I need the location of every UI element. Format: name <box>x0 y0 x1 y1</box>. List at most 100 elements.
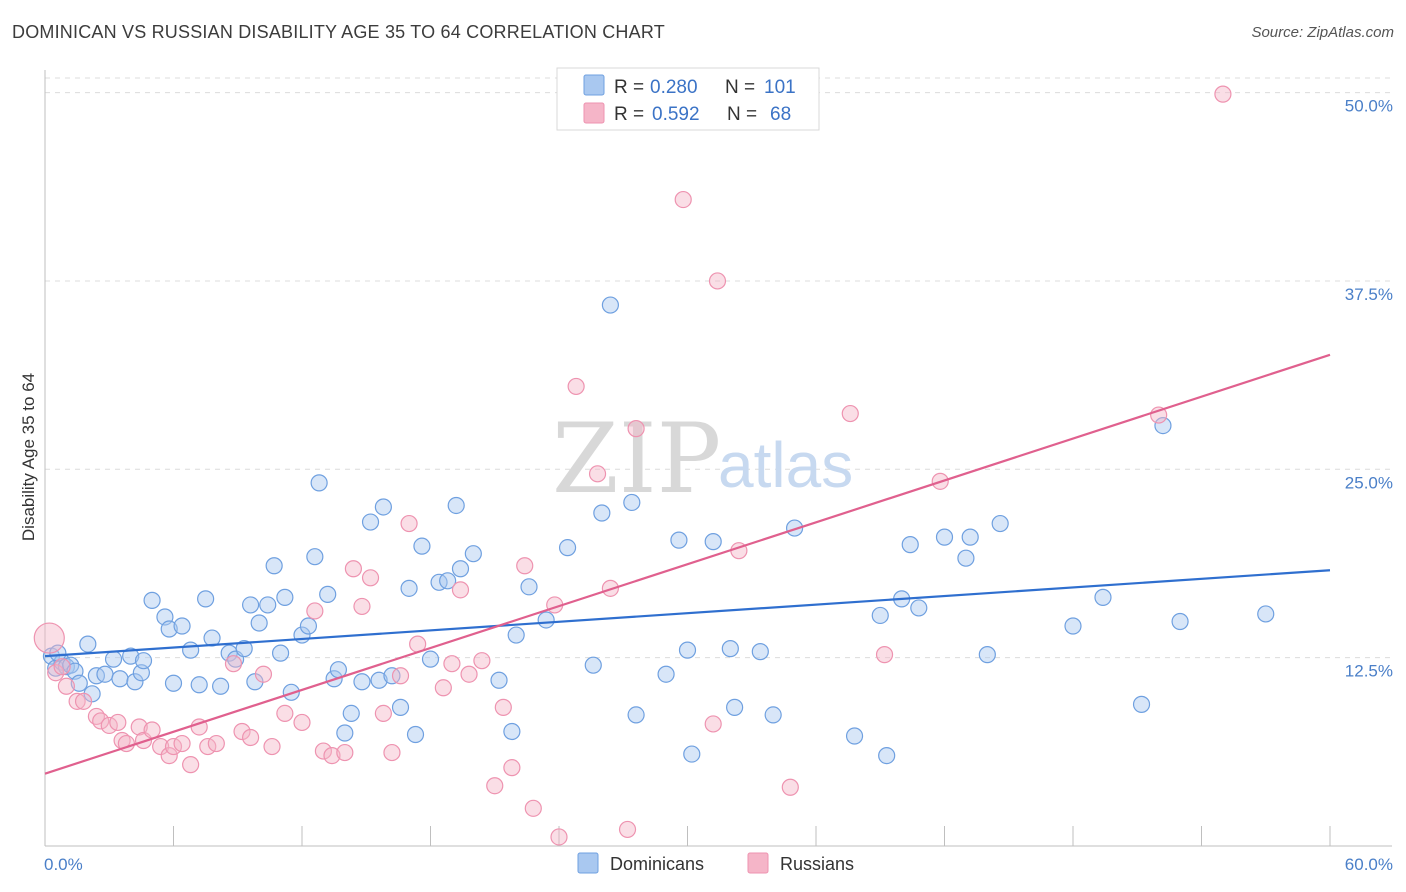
dominican-point <box>910 599 928 617</box>
dominican-point <box>421 650 440 668</box>
dominican-point <box>173 617 191 635</box>
x-tick-label: 0.0% <box>44 855 83 874</box>
y-tick-labels: 12.5% 25.0% 37.5% 50.0% <box>1345 97 1393 681</box>
y-tick-label: 37.5% <box>1345 285 1393 304</box>
russian-point <box>618 820 637 839</box>
russian-point <box>516 557 534 575</box>
russian-point <box>391 667 410 685</box>
dominican-point <box>143 591 161 609</box>
russian-point <box>524 799 542 817</box>
dominican-point <box>678 641 697 659</box>
russian-point <box>33 622 65 654</box>
legend-r-label: R = <box>614 104 644 125</box>
y-tick-label: 25.0% <box>1345 473 1393 492</box>
dominican-point <box>670 531 688 549</box>
dominican-point <box>104 650 123 668</box>
dominican-point <box>507 626 525 644</box>
dominican-point <box>451 560 470 578</box>
dominican-point <box>957 549 975 567</box>
bottom-legend-swatch-russians <box>747 852 769 874</box>
russian-point <box>233 722 251 741</box>
legend-r-value: 0.592 <box>652 104 700 125</box>
russian-point <box>207 734 225 753</box>
dominican-point <box>1171 612 1189 631</box>
x-tick-labels: 0.0% 60.0% <box>44 855 1393 874</box>
dominican-point <box>623 493 641 512</box>
dominican-point <box>306 548 324 566</box>
axes <box>44 70 1392 847</box>
dominican-point <box>1154 417 1172 435</box>
dominican-point <box>299 617 318 635</box>
dominican-point <box>361 513 380 531</box>
dominican-point <box>704 533 722 551</box>
y-axis-title: Disability Age 35 to 64 <box>19 373 38 541</box>
dominican-point <box>657 665 675 683</box>
russian-point <box>74 692 93 710</box>
dominican-point <box>490 671 508 689</box>
russian-point <box>263 737 281 756</box>
dominican-point <box>593 504 611 522</box>
legend-n-label: N = <box>725 77 755 98</box>
dominican-point <box>1132 695 1151 713</box>
dominican-point <box>764 706 782 724</box>
russian-point <box>92 712 110 730</box>
dominican-point <box>464 545 482 563</box>
dominican-point <box>197 590 215 608</box>
russian-point <box>143 721 161 739</box>
russian-point <box>567 377 585 396</box>
russian-point <box>152 737 170 756</box>
dominican-trend-line <box>44 569 1331 658</box>
legend-swatch-russians <box>583 102 605 124</box>
dominican-point <box>683 745 701 763</box>
dominican-point <box>353 673 371 691</box>
series-russians <box>33 85 1232 846</box>
dominican-point <box>447 496 465 515</box>
russian-point <box>293 713 311 732</box>
russian-point <box>674 190 692 209</box>
dominican-point <box>726 698 744 716</box>
russian-point <box>875 646 894 664</box>
dominican-point <box>160 620 178 638</box>
dominican-point <box>503 722 521 741</box>
russian-point <box>130 718 148 736</box>
dominican-point <box>134 652 153 670</box>
russian-point <box>353 597 371 616</box>
dominican-point <box>520 578 538 596</box>
dominican-point <box>901 536 919 554</box>
series-dominicans <box>42 296 1275 765</box>
russian-point <box>486 777 504 795</box>
chart-title: DOMINICAN VS RUSSIAN DISABILITY AGE 35 T… <box>12 22 665 42</box>
dominican-point <box>991 514 1009 533</box>
dominican-point <box>537 611 555 629</box>
bottom-legend-russians: Russians <box>780 854 854 874</box>
russian-point <box>708 272 727 290</box>
dominican-point <box>190 676 208 694</box>
bottom-legend-dominicans: Dominicans <box>610 854 704 874</box>
russian-trend-line <box>44 353 1331 775</box>
russian-point <box>1214 85 1232 103</box>
dominican-point <box>235 640 253 658</box>
russian-point <box>627 420 645 438</box>
dominican-point <box>400 579 418 597</box>
dominican-point <box>627 706 645 724</box>
russian-point <box>494 698 512 716</box>
dominican-point <box>271 644 290 662</box>
dominican-point <box>70 674 88 692</box>
dominican-point <box>342 704 360 723</box>
dominican-point <box>1257 605 1275 623</box>
legend-n-label: N = <box>727 104 757 125</box>
dominican-point <box>601 296 620 314</box>
dominican-point <box>961 528 979 546</box>
russian-point <box>588 465 607 483</box>
dominican-point <box>406 725 425 744</box>
dominican-point <box>584 656 602 674</box>
russian-point <box>503 759 521 777</box>
russian-point <box>242 728 260 747</box>
dominican-point <box>413 537 431 555</box>
dominican-point <box>96 665 114 683</box>
dominican-point <box>259 596 277 614</box>
dominican-point <box>558 539 577 557</box>
bottom-legend-swatch-dominicans <box>577 852 599 874</box>
bottom-legend: Dominicans Russians <box>577 852 854 874</box>
